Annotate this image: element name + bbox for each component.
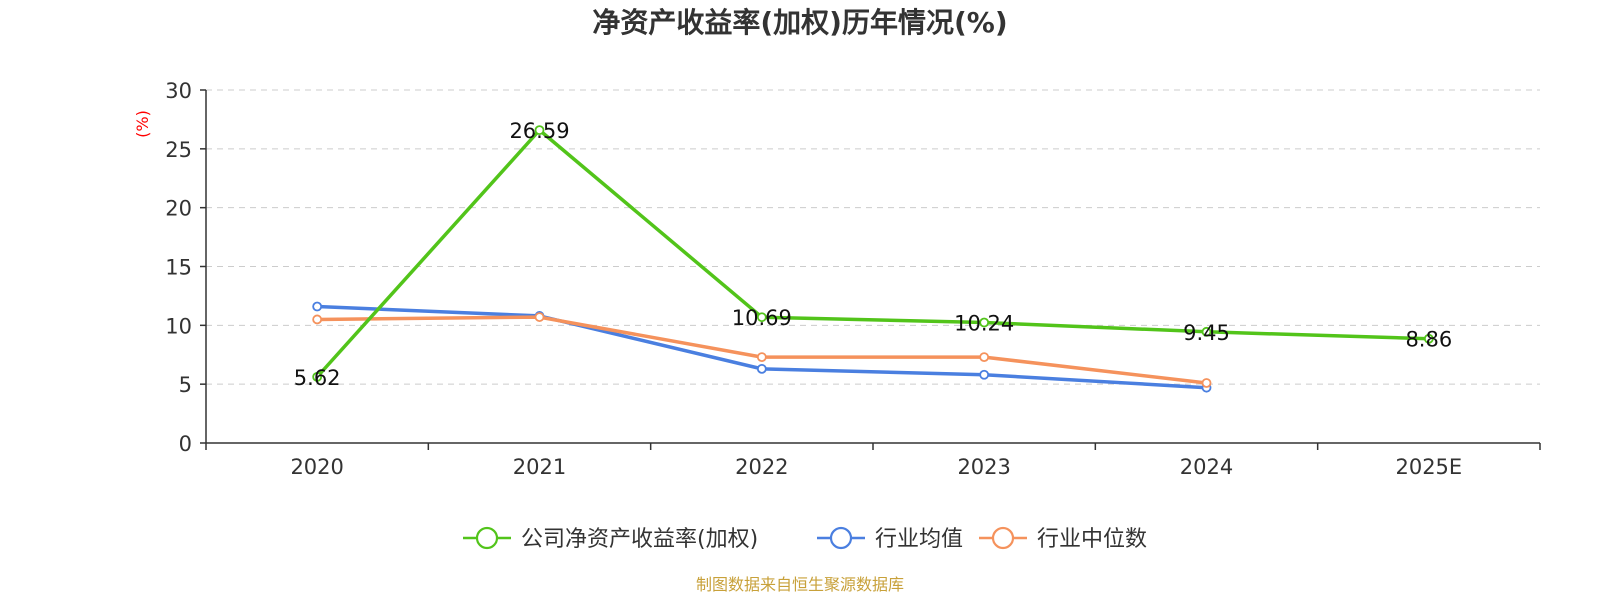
data-point [756,312,767,323]
x-tick-label: 2021 [513,455,566,479]
legend-item: 行业均值 [817,526,963,552]
data-point [534,125,545,136]
y-tick-label: 30 [165,79,192,103]
data-point [1423,333,1434,344]
x-tick-label: 2020 [290,455,343,479]
y-tick-label: 20 [165,197,192,221]
series-line [315,128,1431,379]
legend-marker [991,526,1015,550]
data-point [756,352,767,363]
data-point [1201,326,1212,337]
series-0 [312,125,1434,382]
grid-lines [206,89,1540,385]
data-label: 10.24 [954,312,1014,336]
legend-label: 行业中位数 [1037,527,1147,552]
legend-marker [829,526,853,550]
series-2 [312,312,1212,388]
legend-marker [475,526,499,550]
series-lines [312,125,1434,393]
legend-item: 公司净资产收益率(加权) [463,526,758,552]
legend-label: 公司净资产收益率(加权) [521,527,758,552]
data-label: 8.86 [1405,328,1452,352]
data-source-note: 制图数据来自恒生聚源数据库 [696,575,904,594]
y-tick-label: 25 [165,138,192,162]
y-tick-label: 5 [179,373,192,397]
data-point [979,369,990,380]
data-point [534,312,545,322]
x-tick-label: 2022 [735,455,788,479]
x-tick-label: 2023 [957,455,1010,479]
data-label: 5.62 [294,366,341,390]
data-point [312,314,323,325]
y-tick-label: 15 [165,256,192,280]
data-point [1201,378,1212,388]
data-point [756,363,767,374]
data-point [979,317,990,328]
data-point [979,352,990,363]
data-labels: 5.62 26.59 10.69 10.24 9.45 8.86 [294,119,1452,390]
y-axis-unit-label: (%) [133,110,152,138]
data-point [312,301,323,312]
x-tick-label: 2024 [1180,455,1233,479]
x-tick-label: 2025E [1395,455,1462,479]
chart-title: 净资产收益率(加权)历年情况(%) [592,6,1007,39]
legend: 公司净资产收益率(加权) 行业均值 行业中位数 [463,526,1147,552]
legend-label: 行业均值 [875,527,963,552]
legend-item: 行业中位数 [979,526,1147,552]
axes: 0 5 10 15 20 25 30 2020 2021 2022 2023 2024 2025E [165,79,1541,479]
data-point [312,371,323,382]
y-tick-label: 10 [165,314,192,338]
data-label: 9.45 [1183,321,1230,345]
y-tick-label: 0 [179,432,192,456]
data-label: 26.59 [509,119,569,143]
data-label: 10.69 [732,306,792,330]
